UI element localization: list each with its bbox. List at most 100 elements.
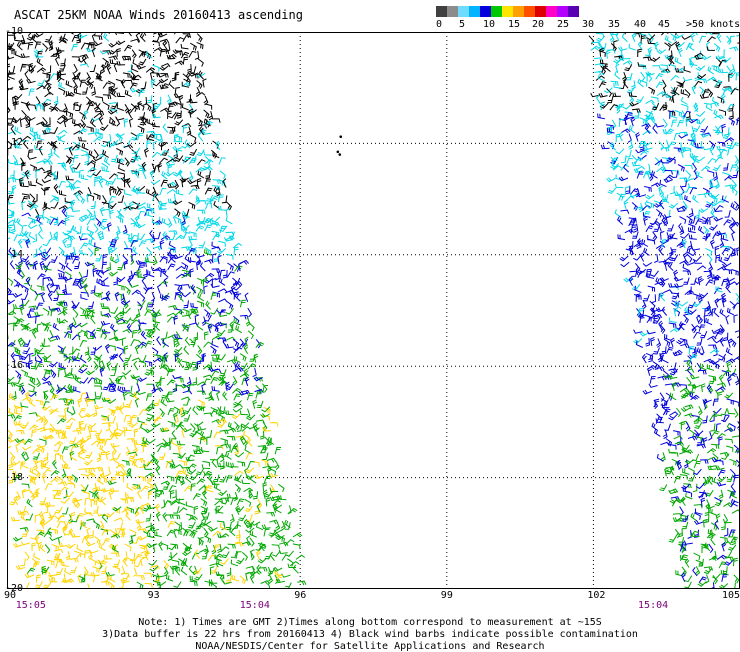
wind-barb bbox=[194, 422, 203, 426]
wind-barb bbox=[643, 294, 649, 301]
wind-barb bbox=[174, 582, 182, 588]
wind-barb bbox=[692, 246, 701, 250]
wind-barb bbox=[731, 339, 736, 347]
wind-barb bbox=[143, 170, 146, 179]
wind-barb bbox=[706, 318, 712, 325]
wind-barb bbox=[209, 580, 217, 584]
wind-barb bbox=[652, 294, 656, 302]
wind-barb bbox=[620, 256, 629, 261]
wind-barb bbox=[44, 505, 48, 513]
wind-barb bbox=[706, 234, 711, 241]
wind-barb bbox=[725, 210, 731, 217]
wind-barb bbox=[12, 185, 16, 194]
wind-barb bbox=[616, 59, 624, 65]
wind-barb bbox=[168, 264, 176, 270]
wind-barb bbox=[28, 150, 33, 157]
wind-barb bbox=[189, 202, 195, 209]
wind-barb bbox=[294, 565, 299, 573]
wind-barb bbox=[43, 43, 48, 51]
wind-barb bbox=[96, 392, 102, 399]
wind-barb bbox=[220, 226, 226, 233]
wind-barb bbox=[668, 262, 673, 270]
wind-barb bbox=[69, 437, 76, 444]
wind-barb bbox=[132, 290, 141, 295]
wind-barb bbox=[219, 476, 226, 482]
wind-barb bbox=[74, 81, 78, 90]
wind-barb bbox=[160, 188, 167, 195]
wind-barb bbox=[45, 173, 53, 178]
wind-barb bbox=[624, 200, 628, 209]
wind-barb bbox=[634, 339, 642, 344]
wind-barb bbox=[49, 578, 57, 582]
wind-barb bbox=[114, 232, 118, 241]
wind-barb bbox=[133, 246, 138, 254]
wind-barb bbox=[42, 179, 51, 182]
legend-label: 25 bbox=[557, 19, 569, 30]
wind-barb bbox=[198, 59, 204, 67]
wind-barb bbox=[248, 461, 255, 468]
wind-barb bbox=[707, 37, 715, 42]
wind-barb bbox=[648, 286, 655, 292]
longitude-label: 96 bbox=[294, 590, 306, 601]
wind-barb bbox=[145, 429, 154, 433]
legend-label: 10 bbox=[483, 19, 495, 30]
wind-barb bbox=[173, 506, 179, 513]
wind-barb bbox=[240, 300, 246, 307]
wind-barb bbox=[675, 111, 682, 118]
wind-barb bbox=[217, 447, 222, 454]
wind-barb bbox=[173, 146, 182, 150]
wind-barb bbox=[60, 487, 68, 492]
wind-barb bbox=[694, 461, 701, 468]
wind-barb bbox=[111, 443, 120, 447]
wind-barb bbox=[108, 178, 115, 184]
wind-barb bbox=[290, 562, 299, 566]
wind-barb bbox=[153, 35, 160, 42]
wind-barb bbox=[220, 430, 229, 434]
wind-barb bbox=[102, 202, 109, 208]
wind-barb bbox=[679, 134, 688, 138]
wind-barb bbox=[183, 391, 192, 394]
wind-barb bbox=[714, 309, 719, 317]
wind-barb bbox=[722, 248, 730, 254]
wind-barb bbox=[205, 188, 212, 194]
wind-barb bbox=[123, 73, 130, 78]
wind-barb bbox=[709, 225, 717, 230]
wind-barb bbox=[109, 174, 118, 179]
wind-barb bbox=[679, 302, 688, 306]
wind-barb bbox=[7, 377, 14, 382]
wind-barb bbox=[253, 368, 257, 377]
wind-barb bbox=[640, 118, 646, 125]
wind-barb bbox=[110, 452, 114, 460]
legend-swatch bbox=[491, 6, 502, 17]
wind-barb bbox=[174, 215, 177, 224]
wind-barb bbox=[220, 171, 225, 179]
wind-barb bbox=[625, 230, 634, 234]
wind-barb bbox=[63, 490, 67, 499]
wind-barb bbox=[23, 348, 30, 354]
wind-barb bbox=[67, 225, 74, 231]
wind-barb bbox=[16, 430, 24, 434]
wind-barb bbox=[211, 293, 217, 300]
wind-barb bbox=[253, 400, 257, 409]
wind-barb bbox=[32, 543, 36, 551]
wind-barb bbox=[114, 423, 118, 431]
wind-barb bbox=[169, 553, 177, 558]
wind-barb bbox=[220, 559, 228, 565]
wind-barb bbox=[634, 330, 643, 334]
wind-barb bbox=[150, 170, 154, 179]
wind-barb bbox=[32, 430, 37, 438]
wind-barb bbox=[688, 302, 695, 308]
wind-barb bbox=[656, 123, 665, 127]
wind-barb bbox=[49, 104, 57, 110]
wind-barb bbox=[102, 167, 109, 172]
wind-barb bbox=[156, 512, 160, 521]
wind-barb bbox=[66, 551, 70, 560]
wind-barb bbox=[713, 408, 721, 413]
legend-label: 20 bbox=[532, 19, 544, 30]
wind-barb bbox=[62, 447, 68, 454]
wind-barb bbox=[43, 392, 48, 401]
wind-barb bbox=[116, 148, 122, 155]
wind-barb bbox=[40, 261, 44, 270]
wind-barb bbox=[734, 315, 738, 323]
wind-barb bbox=[213, 254, 217, 262]
